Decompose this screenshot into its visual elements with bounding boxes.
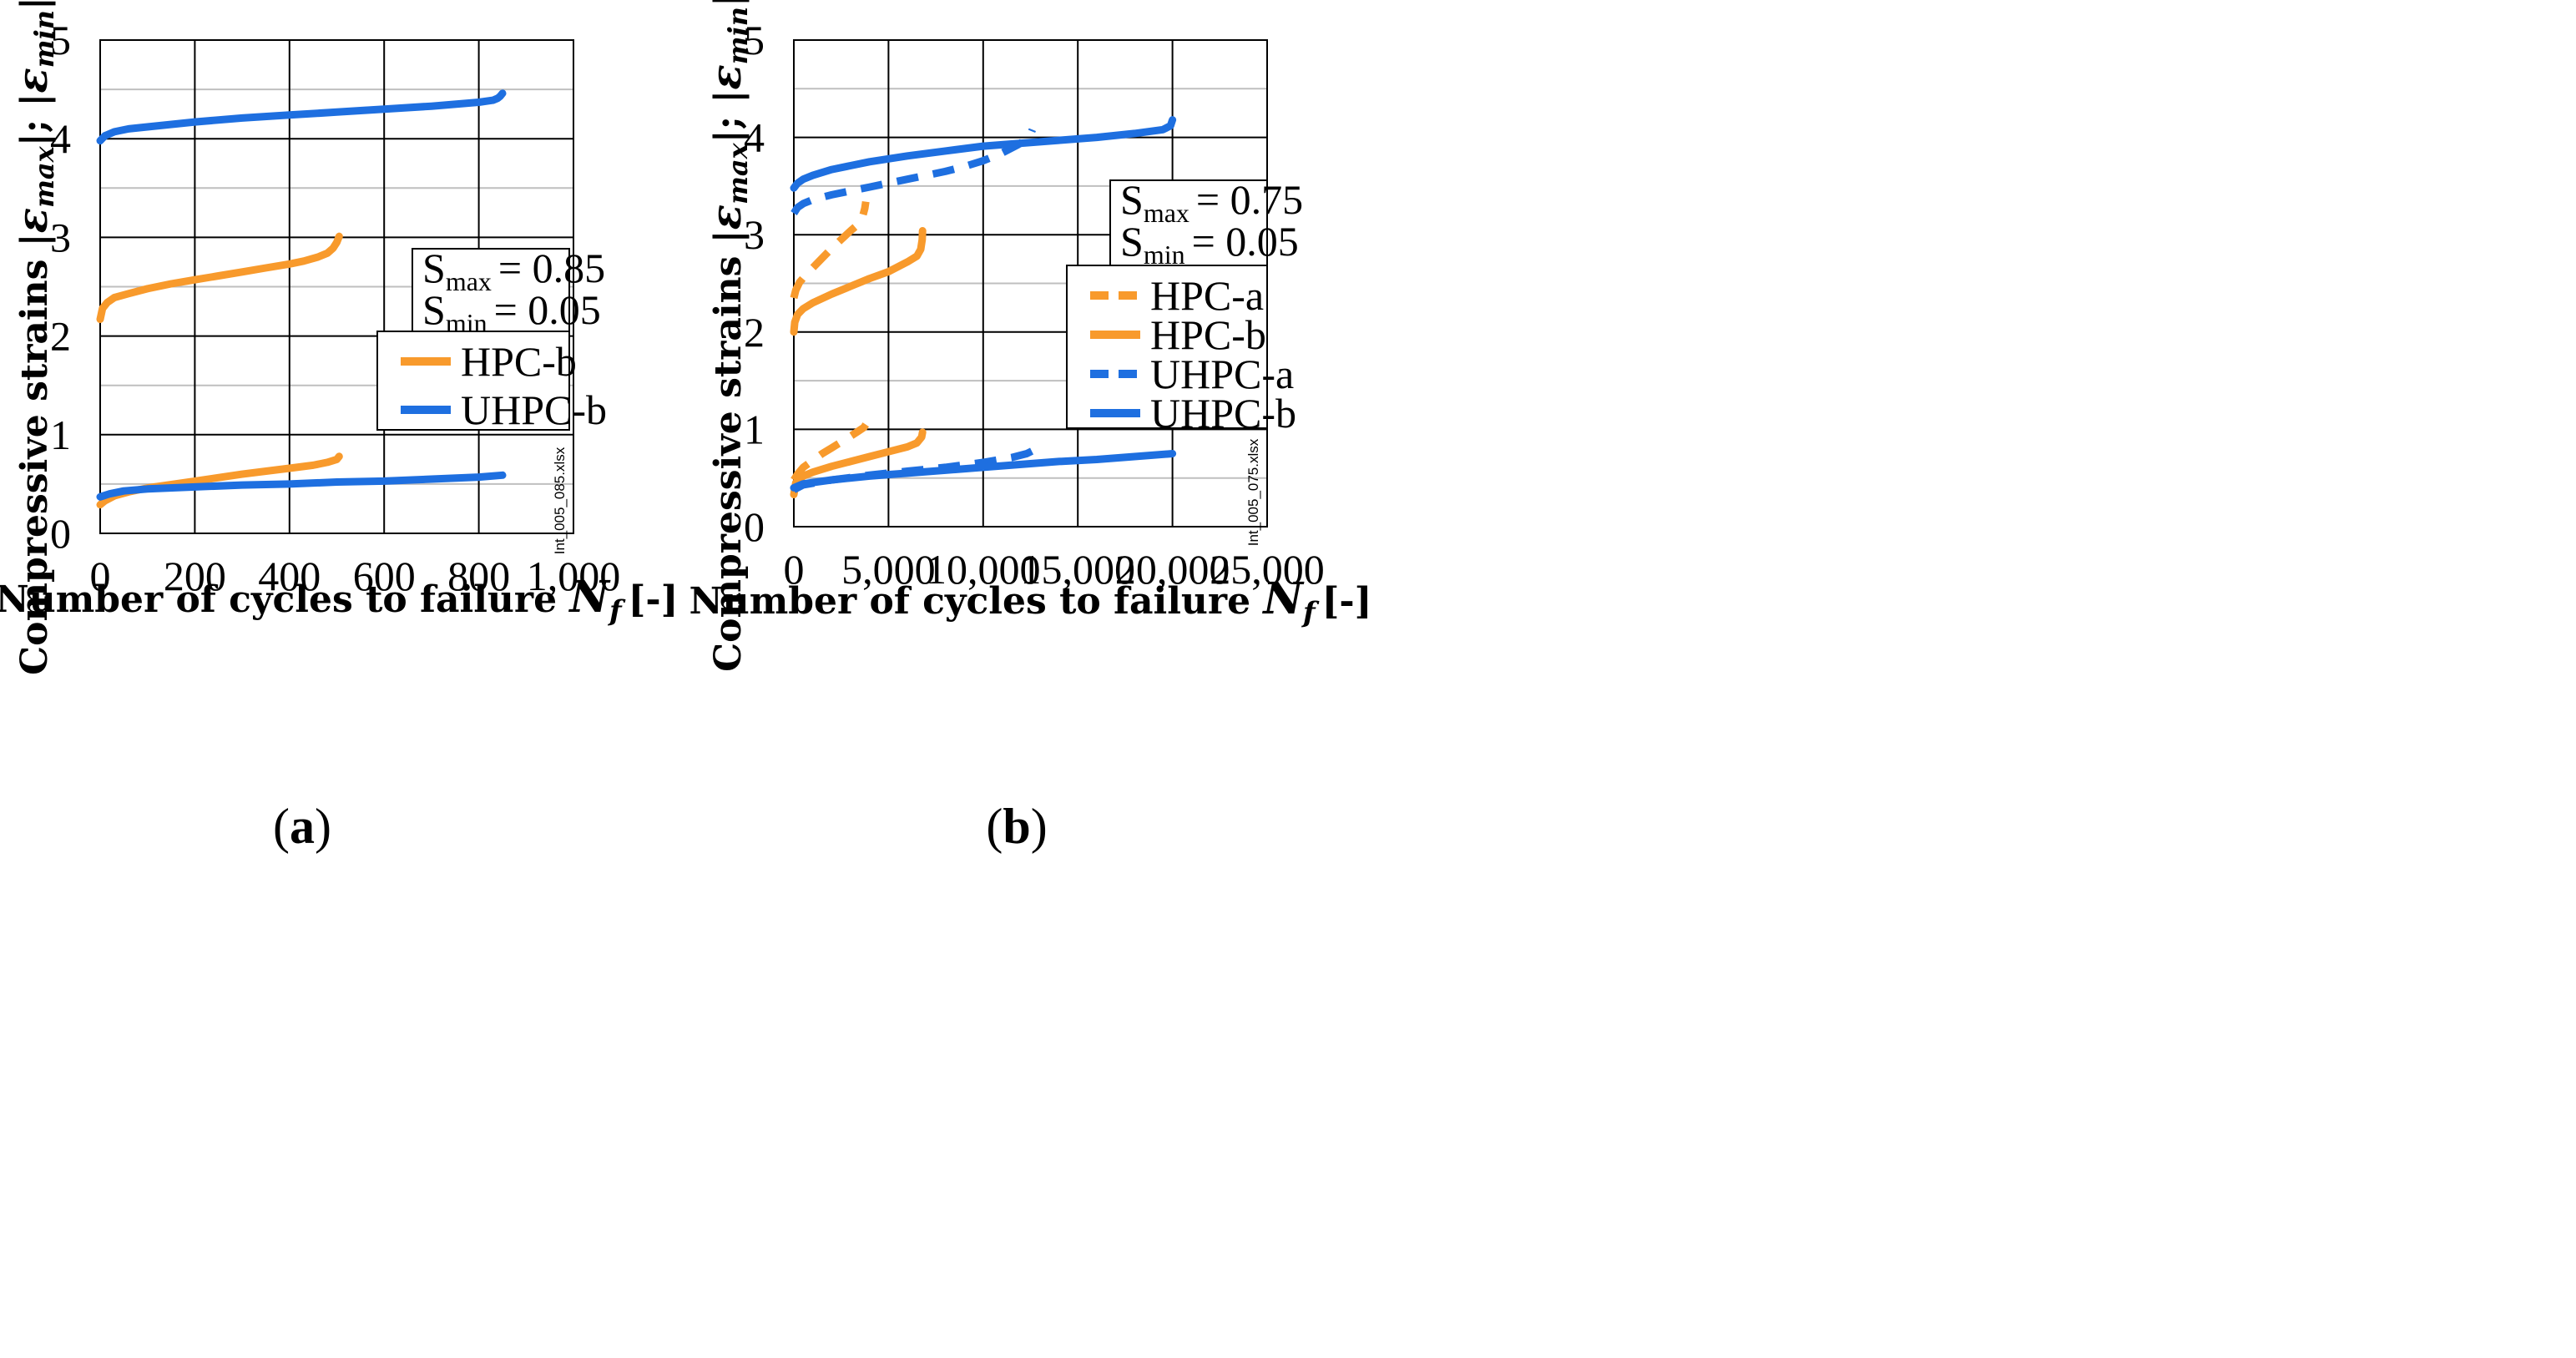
x-tick-label: 20,000: [1115, 546, 1230, 593]
file-name-note: Int_005_075.xlsx: [1245, 438, 1261, 546]
legend-box: [1066, 265, 1268, 429]
series-line-hpc-b-min: [790, 428, 927, 498]
x-tick-label: 0: [784, 546, 805, 593]
x-tick-label: 800: [447, 553, 510, 599]
file-name-note: Int_005_085.xlsx: [552, 447, 568, 554]
legend-label: HPC-b: [461, 338, 577, 385]
series-line-uhpc-b-min: [96, 471, 507, 501]
smax-label: Smax = 0.85: [422, 245, 605, 296]
series-line-uhpc-b-min: [790, 450, 1177, 492]
x-axis-title: Number of cycles to failure Nf [-]: [689, 573, 1372, 629]
chart-panel-a: 0 1 2 3 4 5 0 200 400 600 800 1,000Int_005_085.xlsx…: [0, 0, 679, 854]
y-tick-label: 0: [50, 510, 71, 557]
y-tick-label: 2: [50, 313, 71, 360]
y-tick-label: 0: [744, 503, 765, 550]
series-line-hpc-a-max: [790, 200, 870, 300]
x-tick-label: 600: [353, 553, 416, 599]
y-tick-label: 5: [744, 17, 765, 63]
y-tick-label: 1: [50, 411, 71, 458]
x-tick-label: 1,000: [527, 553, 621, 599]
plot-area-frame: [99, 39, 574, 534]
series-line-hpc-b-max: [96, 232, 343, 323]
x-tick-label: 400: [258, 553, 321, 599]
x-tick-label: 10,000: [926, 546, 1041, 593]
y-axis-title: Compressive strains |εmax|; |εmin| [‰]: [701, 0, 754, 672]
y-tick-label: 2: [744, 309, 765, 356]
series-line-hpc-a-min: [790, 422, 869, 482]
legend-label: HPC-b: [1150, 311, 1266, 358]
legend-label: UHPC-a: [1150, 351, 1294, 397]
series-line-uhpc-a-min: [791, 447, 1034, 493]
series-line-uhpc-b-max: [96, 89, 507, 145]
x-tick-label: 25,000: [1210, 546, 1325, 593]
chart-panel-b: 0 1 2 3 4 5 0 5,00010,00015,00020,00025,000Int_…: [689, 0, 1372, 854]
series-line-uhpc-b-max: [790, 116, 1177, 192]
panel-caption: (b): [986, 799, 1047, 854]
smax-label: Smax = 0.75: [1120, 176, 1303, 228]
x-tick-label: 0: [90, 553, 111, 599]
x-axis-title: Number of cycles to failure Nf [-]: [0, 572, 679, 628]
y-axis-title: Compressive strains |εmax|; |εmin| [‰]: [8, 0, 60, 675]
x-tick-label: 5,000: [841, 546, 936, 593]
legend-label: UHPC-b: [461, 386, 607, 433]
y-tick-label: 1: [744, 406, 765, 452]
stress-level-box: [412, 248, 570, 336]
series-line-hpc-b-max: [790, 227, 927, 336]
y-tick-label: 4: [50, 115, 71, 162]
y-tick-label: 5: [50, 17, 71, 63]
x-tick-label: 200: [164, 553, 226, 599]
x-tick-label: 15,000: [1020, 546, 1135, 593]
y-tick-label: 4: [744, 114, 765, 161]
legend-label: UHPC-b: [1150, 390, 1296, 437]
y-tick-label: 3: [50, 214, 71, 260]
panel-caption: (a): [273, 799, 331, 854]
y-tick-label: 3: [744, 211, 765, 258]
legend-label: HPC-a: [1150, 272, 1264, 319]
